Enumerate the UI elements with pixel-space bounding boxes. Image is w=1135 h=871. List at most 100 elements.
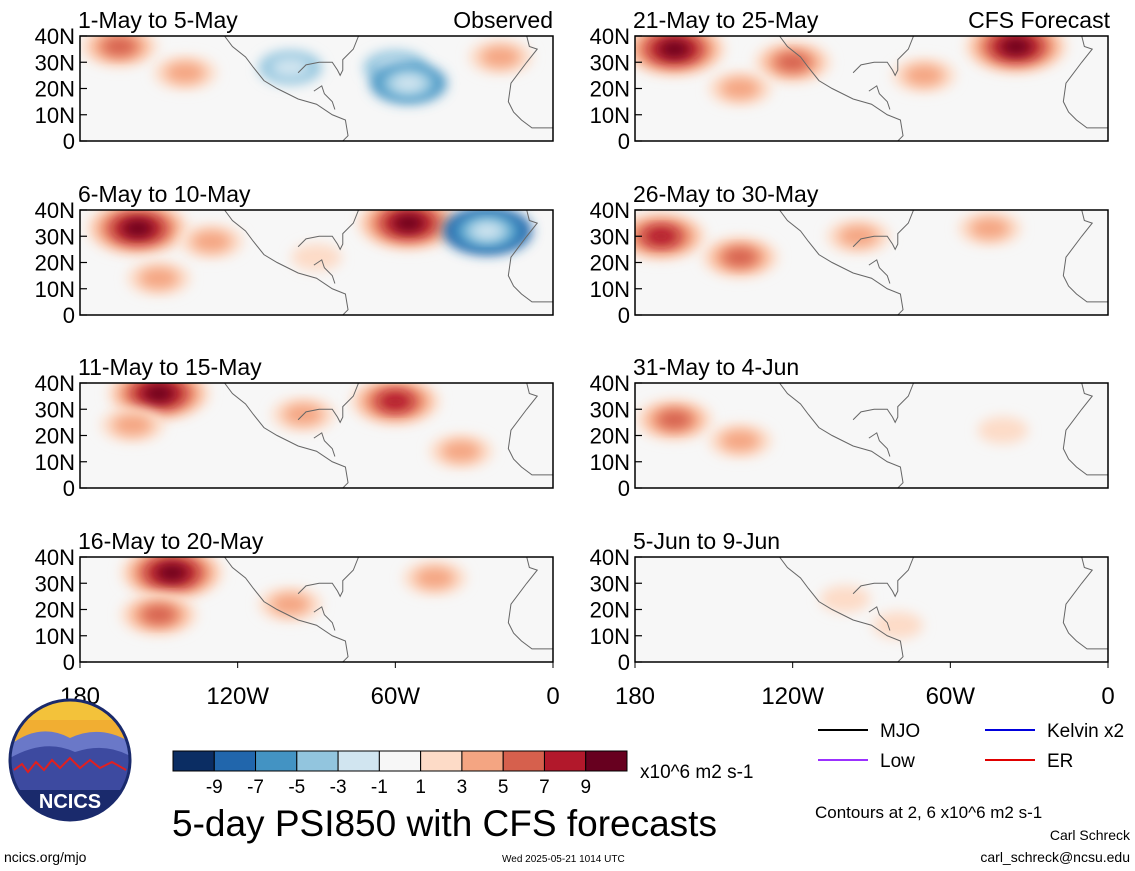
logo-text: NCICS bbox=[39, 791, 101, 813]
anomaly-blob bbox=[904, 65, 944, 86]
colorbar-tick-label: -1 bbox=[371, 777, 388, 798]
lat-tick-label: 20N bbox=[35, 77, 75, 102]
anomaly-blob bbox=[270, 57, 310, 78]
anomaly-blob bbox=[157, 565, 187, 581]
anomaly-blob bbox=[480, 46, 520, 68]
coastline bbox=[868, 432, 891, 457]
colorbar-swatch bbox=[337, 750, 380, 772]
lat-tick-label: 0 bbox=[63, 476, 75, 501]
lat-tick-label: 20N bbox=[590, 424, 630, 449]
anomaly-blob bbox=[141, 605, 176, 624]
coastline bbox=[224, 36, 349, 141]
coastline bbox=[507, 36, 553, 129]
anomaly-blob bbox=[872, 611, 923, 639]
lat-tick-label: 40N bbox=[35, 24, 75, 49]
anomaly-blob bbox=[393, 215, 423, 231]
lat-tick-label: 0 bbox=[618, 303, 630, 328]
lat-tick-label: 10N bbox=[35, 624, 75, 649]
site-link: ncics.org/mjo bbox=[4, 849, 87, 865]
coastline bbox=[868, 606, 891, 631]
legend: MJO Kelvin x2 Low ER bbox=[818, 721, 1124, 772]
lat-tick-label: 20N bbox=[35, 598, 75, 623]
author: Carl Schreck bbox=[1050, 827, 1131, 843]
lon-tick-label: 120W bbox=[761, 683, 824, 710]
coastline bbox=[313, 432, 336, 457]
colorbar-tick-label: -3 bbox=[330, 777, 347, 798]
ncics-logo: NCICS bbox=[8, 698, 132, 822]
colorbar: -9 -7 -5 -3 -1 1 3 5 7 9 bbox=[172, 750, 628, 798]
anomaly-blob bbox=[977, 416, 1029, 444]
anomaly-blob bbox=[165, 62, 205, 84]
panel-title: 31-May to 4-Jun bbox=[633, 354, 799, 380]
lat-tick-label: 40N bbox=[35, 371, 75, 396]
legend-label: Low bbox=[880, 751, 915, 772]
coastline bbox=[1062, 557, 1108, 650]
colorbar-tick-label: 9 bbox=[580, 777, 591, 798]
colorbar-swatch bbox=[502, 750, 545, 772]
email: carl_schreck@ncsu.edu bbox=[980, 849, 1130, 865]
lat-tick-label: 10N bbox=[590, 103, 630, 128]
lat-tick-label: 40N bbox=[590, 24, 630, 49]
colorbar-swatch bbox=[172, 750, 215, 772]
panel-title: 6-May to 10-May bbox=[78, 181, 251, 207]
anomaly-blob bbox=[144, 385, 174, 402]
legend-label: Kelvin x2 bbox=[1047, 721, 1124, 742]
coastline bbox=[507, 210, 553, 303]
coastline bbox=[507, 557, 553, 650]
coastline bbox=[297, 36, 360, 77]
lat-tick-label: 0 bbox=[618, 476, 630, 501]
lat-tick-label: 30N bbox=[35, 397, 75, 422]
anomaly-blob bbox=[123, 220, 153, 236]
coastline bbox=[313, 259, 336, 284]
lat-tick-label: 30N bbox=[35, 224, 75, 249]
anomaly-blob bbox=[102, 37, 137, 56]
colorbar-swatch bbox=[585, 750, 628, 772]
coastline bbox=[852, 557, 915, 598]
coastline bbox=[313, 85, 336, 110]
lat-tick-label: 0 bbox=[63, 303, 75, 328]
coastline bbox=[779, 210, 904, 315]
lat-tick-label: 30N bbox=[590, 50, 630, 75]
lat-tick-label: 0 bbox=[63, 129, 75, 154]
panel-title: 16-May to 20-May bbox=[78, 528, 264, 554]
coastline bbox=[1062, 383, 1108, 476]
anomaly-blob bbox=[723, 248, 757, 267]
coastline bbox=[297, 210, 360, 251]
lon-tick-label: 180 bbox=[615, 683, 655, 710]
lat-tick-label: 40N bbox=[35, 198, 75, 223]
colorbar-units: x10^6 m2 s-1 bbox=[640, 762, 753, 783]
anomaly-blob bbox=[113, 414, 153, 436]
coastline bbox=[852, 36, 915, 77]
colorbar-tick-label: 5 bbox=[498, 777, 509, 798]
lon-tick-label: 60W bbox=[371, 683, 421, 710]
map-background bbox=[635, 557, 1108, 662]
lat-tick-label: 0 bbox=[63, 650, 75, 675]
anomaly-blob bbox=[270, 593, 310, 615]
lat-tick-label: 20N bbox=[590, 598, 630, 623]
coastline bbox=[224, 210, 349, 315]
colorbar-tick-label: -7 bbox=[247, 777, 264, 798]
coastline bbox=[297, 383, 360, 424]
anomaly-blob bbox=[471, 222, 503, 240]
anomaly-blob bbox=[838, 225, 878, 247]
anomaly-blob bbox=[720, 430, 760, 452]
coastline bbox=[297, 557, 360, 598]
coastline bbox=[779, 557, 904, 662]
lat-tick-label: 30N bbox=[35, 50, 75, 75]
lon-tick-label: 0 bbox=[1101, 683, 1114, 710]
colorbar-swatch bbox=[420, 750, 463, 772]
coastline bbox=[852, 210, 915, 251]
coastline bbox=[224, 557, 349, 662]
panel-title: 11-May to 15-May bbox=[78, 354, 262, 380]
legend-label: MJO bbox=[880, 721, 920, 742]
lat-tick-label: 10N bbox=[590, 450, 630, 475]
lat-tick-label: 10N bbox=[35, 450, 75, 475]
